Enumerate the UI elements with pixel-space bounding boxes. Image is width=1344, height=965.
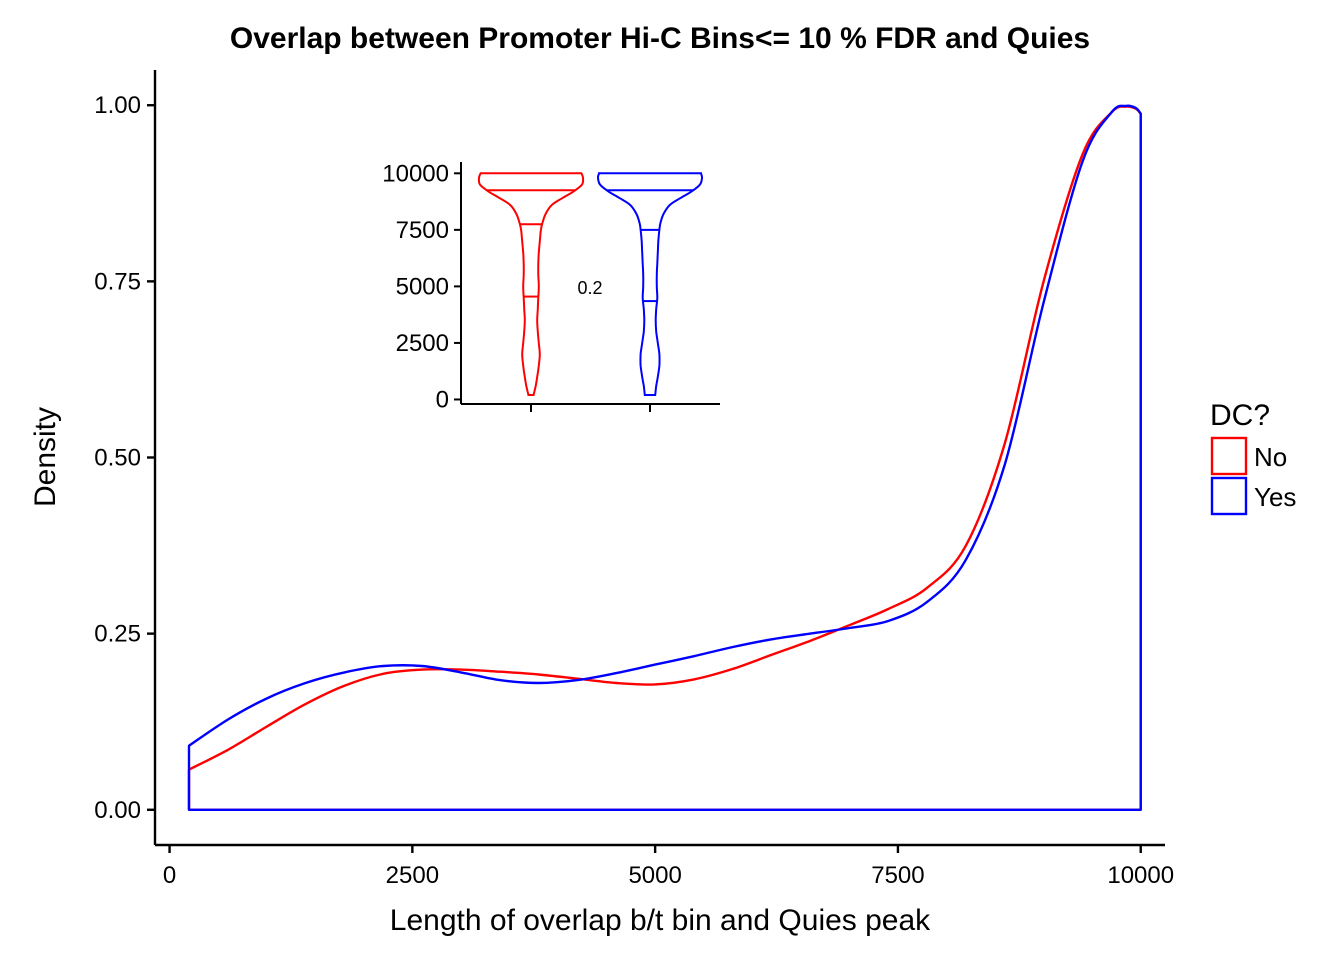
violin-layer [477,172,704,396]
x-tick-label: 2500 [386,862,439,889]
legend-key-yes [1210,476,1248,516]
x-axis-ticks: 0 2500 5000 7500 10000 [163,845,1174,889]
legend-items: No Yes [1210,436,1296,516]
inset-x-axis-ticks [530,404,651,412]
legend-key-no [1210,436,1248,476]
violin-yes [596,172,704,396]
inset-y-tick-label: 0 [436,386,449,413]
x-tick-label: 7500 [871,862,924,889]
series-layer [187,104,1142,811]
y-axis-title: Density [29,407,62,507]
x-tick-label: 0 [163,862,176,889]
x-axis-title: Length of overlap b/t bin and Quies peak [390,904,931,937]
y-tick-label: 0.75 [94,268,141,295]
y-axis-ticks: 0.00 0.25 0.50 0.75 1.00 [94,92,155,824]
density-curve-no [187,105,1142,811]
x-tick-label: 10000 [1107,862,1174,889]
legend-title: DC? [1210,399,1270,432]
chart-title: Overlap between Promoter Hi-C Bins<= 10 … [230,22,1090,55]
legend-label-no: No [1254,442,1287,472]
inset-y-tick-label: 2500 [396,330,449,357]
main-plot-area: 0.00 0.25 0.50 0.75 1.00 0 2500 5000 7500 10000 [94,70,1174,889]
inset-y-tick-label: 7500 [396,217,449,244]
inset-y-tick-label: 10000 [382,160,449,187]
violin-no [477,172,585,396]
y-tick-label: 0.50 [94,445,141,472]
inset-violin-plot: 0 2500 5000 7500 10000 0.2 [382,160,720,413]
legend-label-yes: Yes [1254,482,1296,512]
y-tick-label: 0.25 [94,621,141,648]
inset-y-tick-label: 5000 [396,273,449,300]
density-curve-yes [187,104,1142,811]
inset-y-axis-ticks: 0 2500 5000 7500 10000 [382,160,461,413]
legend: DC? No Yes [1210,399,1296,516]
y-tick-label: 1.00 [94,92,141,119]
inset-annotation: 0.2 [577,278,602,298]
y-tick-label: 0.00 [94,797,141,824]
x-tick-label: 5000 [628,862,681,889]
